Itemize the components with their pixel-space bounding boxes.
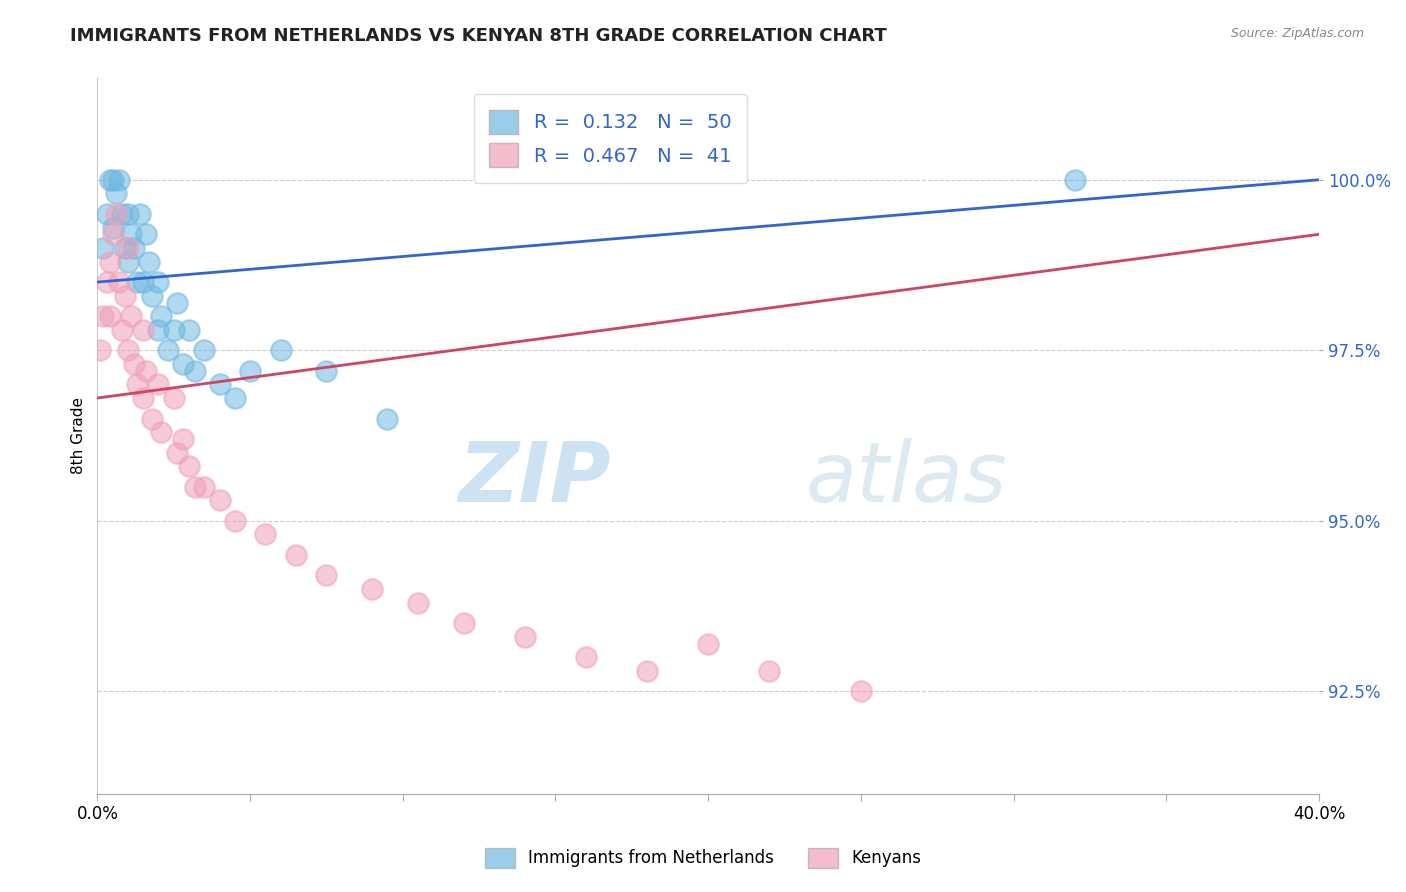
Point: [315, 364, 337, 378]
Point: [361, 582, 384, 596]
Point: [166, 445, 188, 459]
Point: [122, 241, 145, 255]
Point: [224, 391, 246, 405]
Text: ZIP: ZIP: [458, 438, 610, 519]
Point: [125, 377, 148, 392]
Point: [135, 364, 157, 378]
Point: [98, 309, 121, 323]
Y-axis label: 8th Grade: 8th Grade: [72, 397, 86, 474]
Legend: R =  0.132   N =  50, R =  0.467   N =  41: R = 0.132 N = 50, R = 0.467 N = 41: [474, 95, 747, 183]
Point: [315, 568, 337, 582]
Point: [96, 207, 118, 221]
Point: [117, 241, 139, 255]
Point: [122, 357, 145, 371]
Point: [172, 357, 194, 371]
Point: [453, 616, 475, 631]
Point: [132, 275, 155, 289]
Point: [193, 343, 215, 358]
Point: [224, 514, 246, 528]
Point: [132, 323, 155, 337]
Point: [184, 480, 207, 494]
Point: [193, 480, 215, 494]
Point: [114, 289, 136, 303]
Point: [208, 493, 231, 508]
Point: [758, 664, 780, 678]
Point: [254, 527, 277, 541]
Point: [96, 275, 118, 289]
Point: [141, 289, 163, 303]
Point: [117, 207, 139, 221]
Point: [98, 254, 121, 268]
Point: [125, 275, 148, 289]
Point: [141, 411, 163, 425]
Point: [270, 343, 292, 358]
Point: [117, 343, 139, 358]
Point: [377, 411, 399, 425]
Point: [208, 377, 231, 392]
Point: [636, 664, 658, 678]
Point: [101, 173, 124, 187]
Point: [156, 343, 179, 358]
Point: [184, 364, 207, 378]
Point: [1063, 173, 1085, 187]
Point: [93, 309, 115, 323]
Point: [101, 227, 124, 242]
Point: [150, 425, 173, 439]
Point: [177, 459, 200, 474]
Point: [849, 684, 872, 698]
Point: [120, 309, 142, 323]
Point: [575, 650, 598, 665]
Point: [101, 220, 124, 235]
Point: [107, 275, 129, 289]
Point: [111, 207, 134, 221]
Text: atlas: atlas: [806, 438, 1008, 519]
Point: [93, 241, 115, 255]
Point: [163, 323, 186, 337]
Point: [107, 173, 129, 187]
Text: Source: ZipAtlas.com: Source: ZipAtlas.com: [1230, 27, 1364, 40]
Point: [177, 323, 200, 337]
Point: [104, 207, 127, 221]
Point: [114, 241, 136, 255]
Point: [138, 254, 160, 268]
Legend: Immigrants from Netherlands, Kenyans: Immigrants from Netherlands, Kenyans: [478, 841, 928, 875]
Point: [148, 275, 170, 289]
Point: [284, 548, 307, 562]
Point: [166, 295, 188, 310]
Point: [150, 309, 173, 323]
Point: [104, 186, 127, 201]
Point: [98, 173, 121, 187]
Point: [406, 596, 429, 610]
Point: [148, 377, 170, 392]
Point: [172, 432, 194, 446]
Point: [135, 227, 157, 242]
Point: [148, 323, 170, 337]
Point: [129, 207, 152, 221]
Point: [89, 343, 111, 358]
Text: IMMIGRANTS FROM NETHERLANDS VS KENYAN 8TH GRADE CORRELATION CHART: IMMIGRANTS FROM NETHERLANDS VS KENYAN 8T…: [70, 27, 887, 45]
Point: [111, 323, 134, 337]
Point: [120, 227, 142, 242]
Point: [163, 391, 186, 405]
Point: [513, 630, 536, 644]
Point: [697, 637, 720, 651]
Point: [239, 364, 262, 378]
Point: [132, 391, 155, 405]
Point: [117, 254, 139, 268]
